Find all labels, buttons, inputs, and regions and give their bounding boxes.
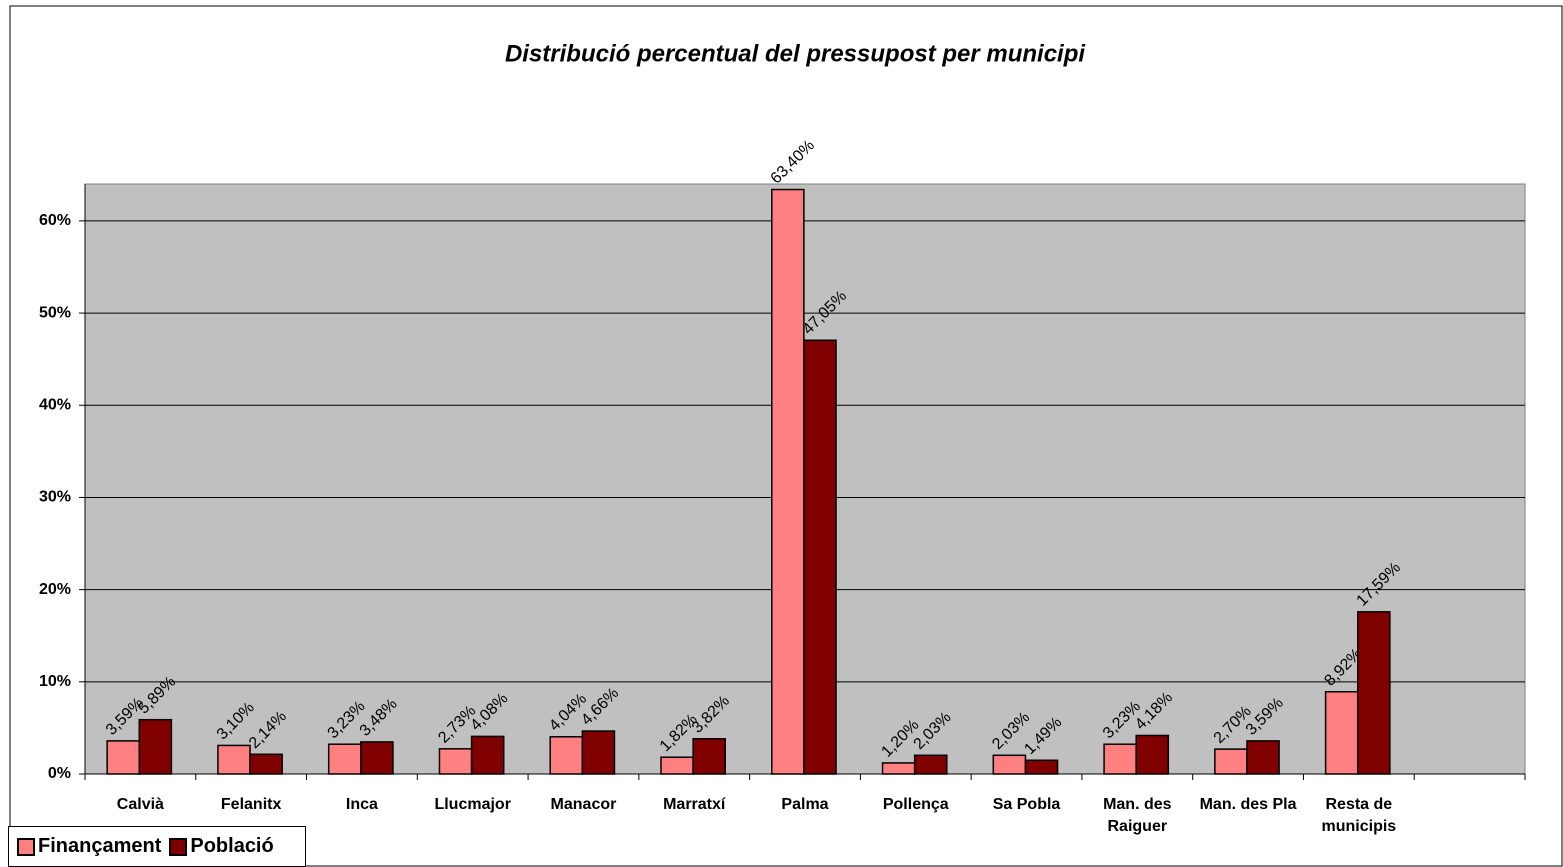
legend-label: Finançament — [38, 835, 162, 857]
x-tick-label: Pollença — [882, 796, 949, 813]
bar — [327, 743, 362, 775]
x-tick-label: Palma — [781, 796, 829, 813]
x-tick-label: Marratxí — [663, 796, 726, 813]
bar — [1135, 734, 1170, 775]
bar — [660, 756, 694, 775]
y-tick-label: 60% — [39, 212, 71, 229]
x-tick-label: Llucmajor — [434, 796, 511, 813]
bar — [692, 738, 726, 775]
x-tick-label: Manacor — [550, 796, 617, 813]
x-tick-label: Resta de municipis — [1321, 796, 1397, 835]
y-tick-label: 10% — [39, 673, 71, 690]
bar — [1214, 748, 1248, 775]
bar — [913, 754, 948, 775]
legend-swatch — [17, 837, 35, 856]
bar — [1024, 759, 1059, 775]
y-tick-label: 50% — [39, 304, 71, 321]
bar — [549, 736, 584, 775]
legend-swatch — [169, 837, 188, 856]
legend-label: Població — [190, 835, 274, 857]
bar — [803, 339, 837, 775]
x-tick-label: Inca — [345, 796, 378, 813]
legend: Finançament Població — [8, 826, 306, 867]
x-tick-label: Felanitx — [220, 796, 282, 813]
bar — [771, 188, 805, 775]
bar — [881, 762, 916, 775]
x-tick-label: Calvià — [116, 796, 164, 813]
x-tick-label: Sa Pobla — [992, 796, 1061, 813]
y-tick-label: 30% — [39, 489, 71, 506]
bar — [1103, 743, 1137, 775]
bar — [1324, 691, 1359, 775]
bar — [992, 754, 1027, 775]
bar — [217, 744, 251, 775]
bar — [106, 740, 141, 775]
bar — [1356, 611, 1391, 775]
y-tick-label: 40% — [39, 396, 71, 413]
chart-title: Distribució percentual del pressupost pe… — [505, 40, 1086, 67]
bar — [138, 718, 173, 775]
bar — [1246, 740, 1280, 775]
bar — [249, 753, 283, 775]
bar — [581, 730, 616, 775]
x-tick-label: Man. des Raiguer — [1103, 796, 1172, 835]
bar — [438, 748, 473, 775]
y-tick-label: 0% — [48, 765, 71, 782]
bar — [470, 735, 505, 775]
bar — [360, 741, 394, 775]
x-tick-label: Man. des Pla — [1199, 796, 1297, 813]
y-tick-label: 20% — [39, 581, 71, 598]
